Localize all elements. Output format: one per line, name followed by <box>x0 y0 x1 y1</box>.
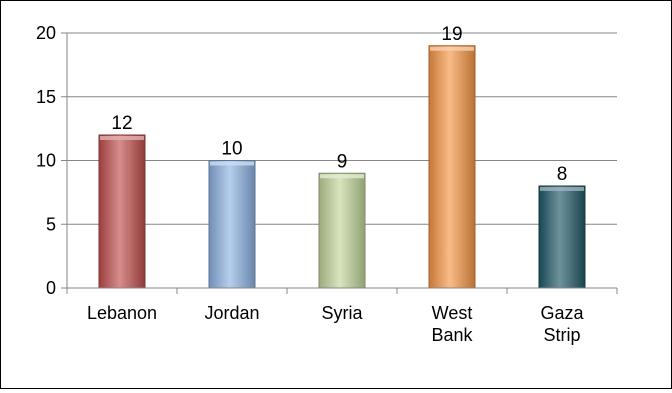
x-tick-label-line: Strip <box>543 325 580 345</box>
x-tick-label-line: Lebanon <box>87 303 157 323</box>
y-tick-label: 0 <box>46 278 56 298</box>
data-label: 9 <box>337 151 348 172</box>
bar <box>538 185 586 289</box>
bar <box>318 172 366 289</box>
x-tick-label-line: West <box>432 303 473 323</box>
x-tick-label: West Bank <box>431 303 473 345</box>
data-label: 8 <box>557 164 568 185</box>
x-tick-label-line: Bank <box>431 325 473 345</box>
bar <box>428 45 476 289</box>
x-tick-label-line: Syria <box>321 303 363 323</box>
data-labels: 12 10 9 19 8 <box>111 24 567 185</box>
x-tick-label: Lebanon <box>87 303 157 323</box>
bar-highlight <box>210 161 254 166</box>
bar <box>208 160 256 289</box>
bar-highlight <box>100 136 144 140</box>
x-tick-label: Gaza Strip <box>540 303 584 345</box>
y-tick-label: 20 <box>36 23 56 43</box>
bar-highlight <box>540 187 584 191</box>
bar-highlight <box>320 174 364 179</box>
y-tick-labels: 0 5 10 15 20 <box>36 23 56 298</box>
bars <box>98 45 586 289</box>
y-tick-label: 10 <box>36 151 56 171</box>
data-label: 10 <box>221 139 242 160</box>
y-axis <box>61 32 68 289</box>
x-tick-label: Jordan <box>204 303 259 323</box>
x-tick-label-line: Jordan <box>204 303 259 323</box>
y-tick-label: 5 <box>46 214 56 234</box>
data-label: 19 <box>441 24 462 45</box>
bar-highlight <box>430 46 474 51</box>
y-tick-label: 15 <box>36 87 56 107</box>
data-label: 12 <box>111 113 132 134</box>
bar <box>98 134 146 289</box>
x-tick-labels: Lebanon Jordan Syria West Bank Gaza Strip <box>87 303 585 345</box>
x-tick-label: Syria <box>321 303 363 323</box>
x-axis <box>66 287 618 294</box>
x-tick-label-line: Gaza <box>540 303 584 323</box>
